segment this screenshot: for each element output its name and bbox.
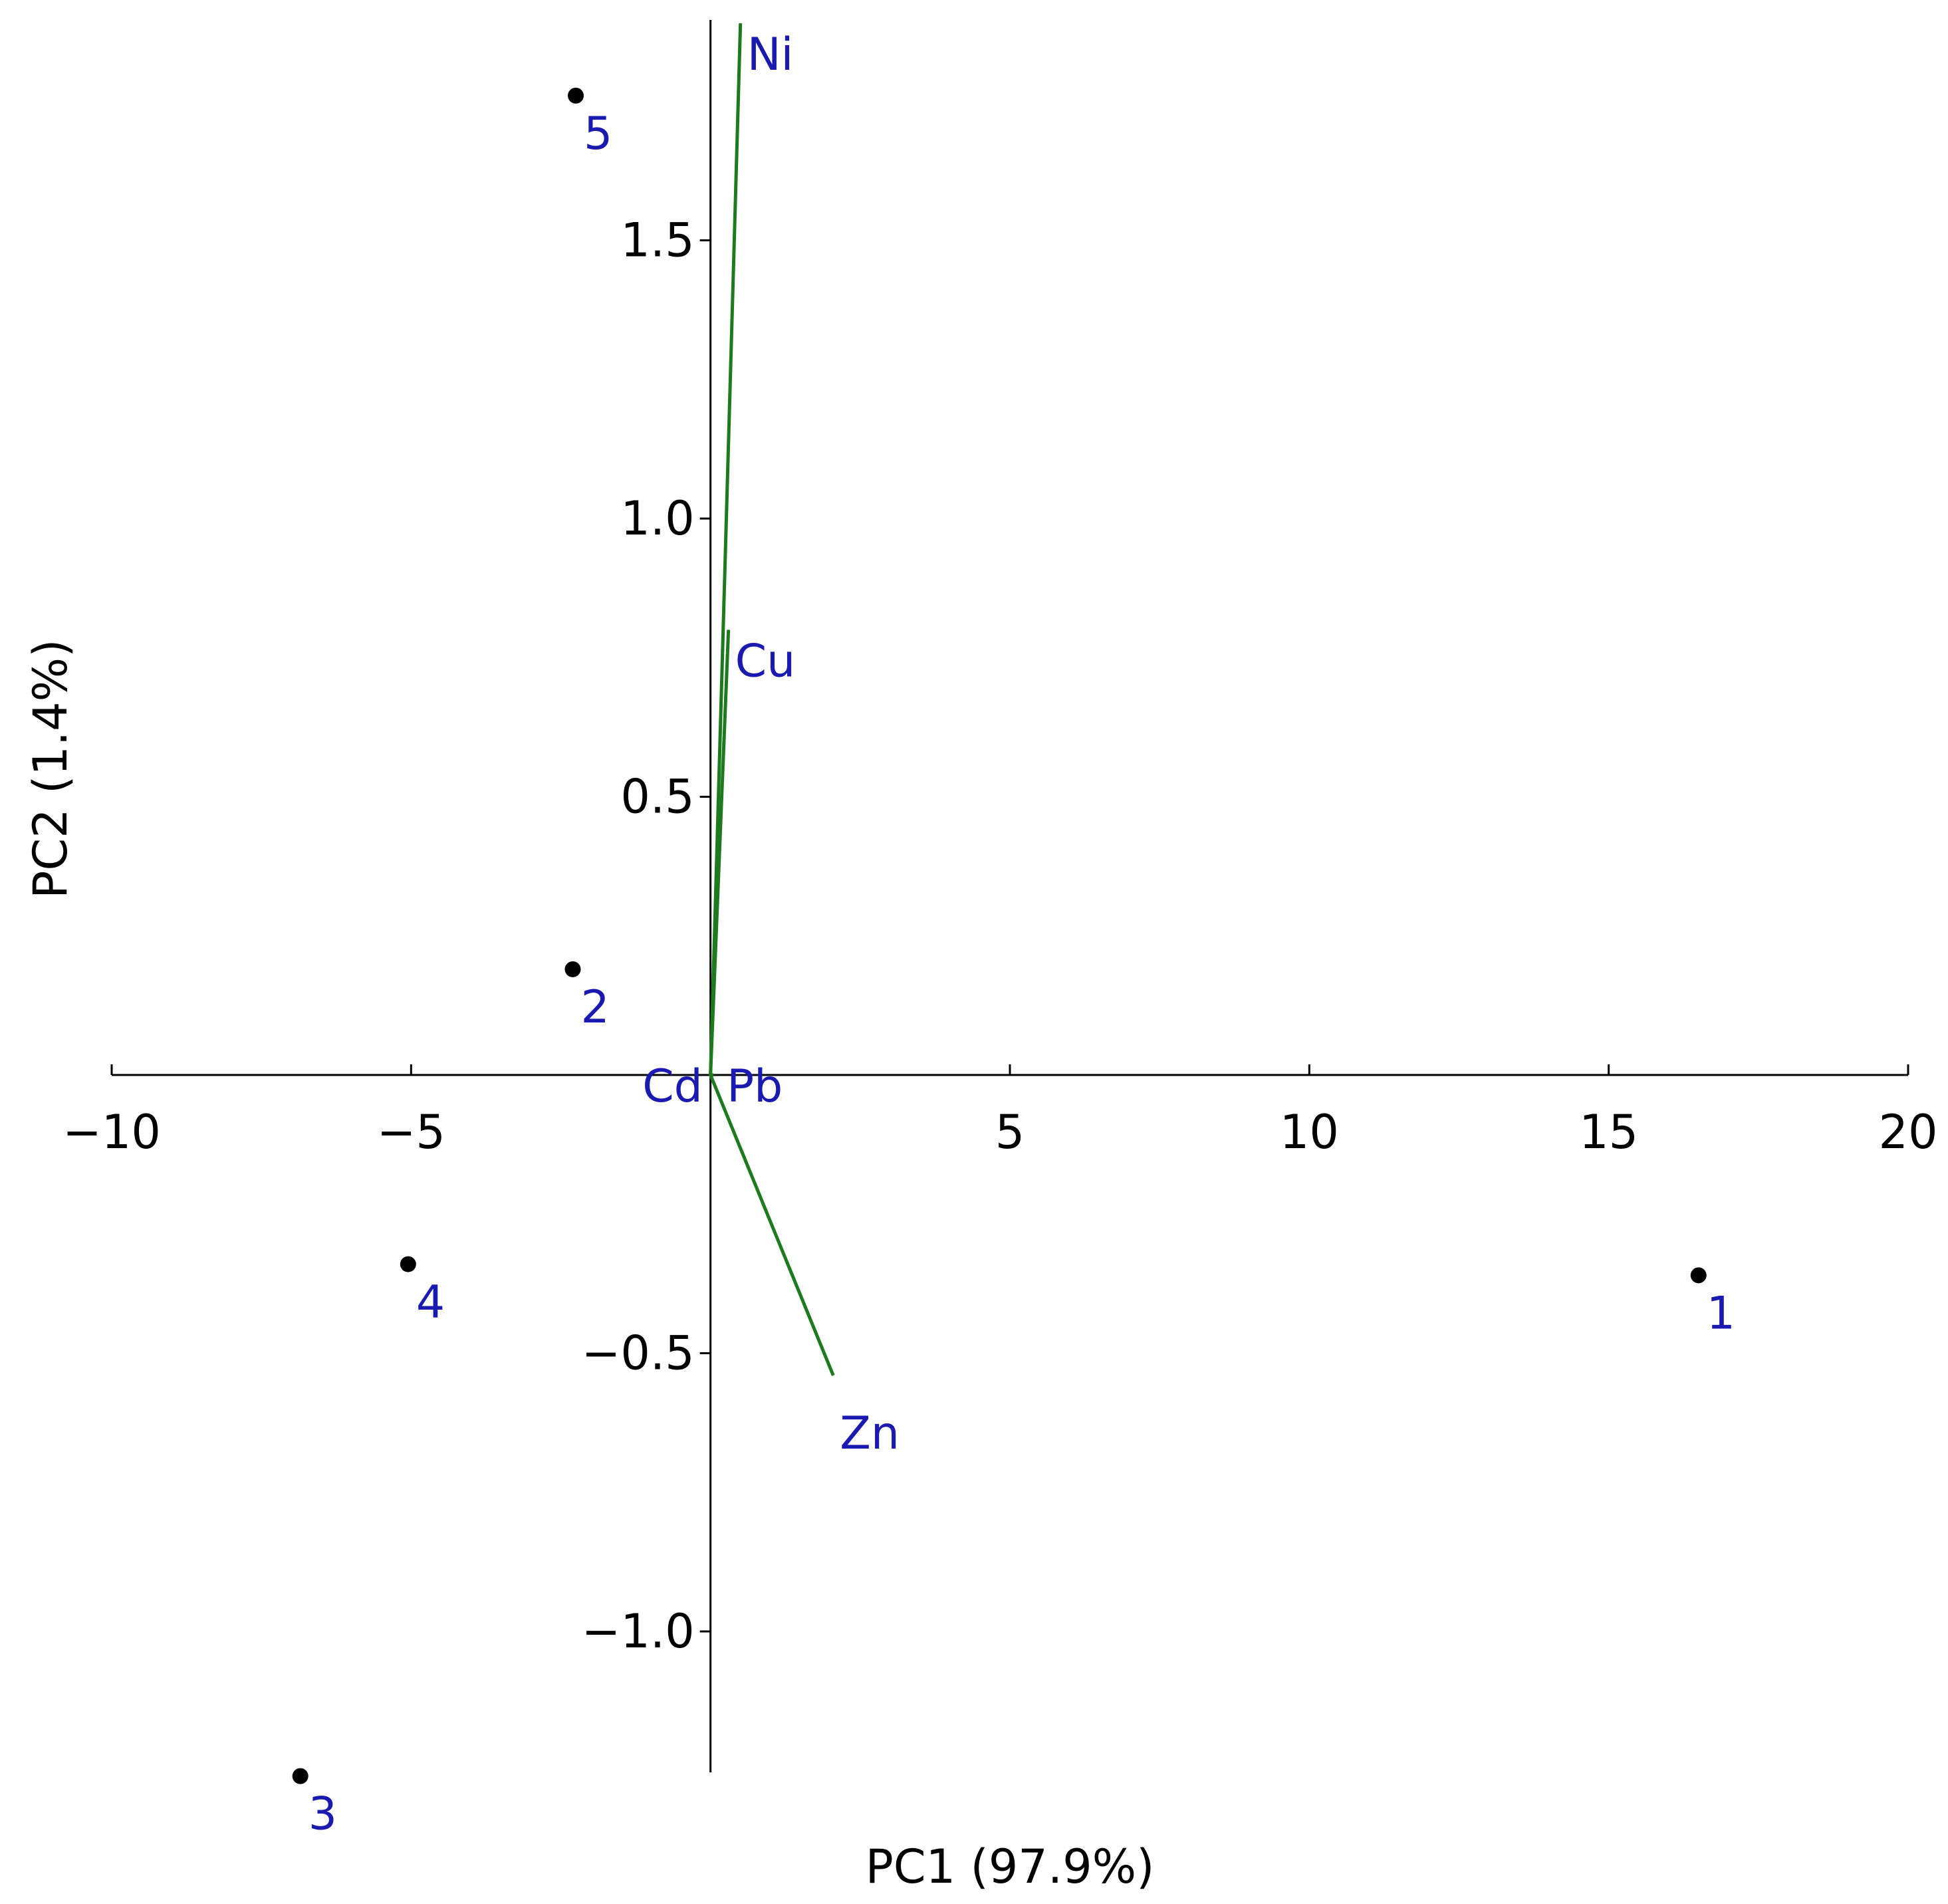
x-tick-label: 15 bbox=[1579, 1105, 1638, 1159]
y-tick-label: 1.5 bbox=[620, 213, 694, 268]
loading-label-cu: Cu bbox=[735, 635, 796, 687]
score-points: 1 2 3 4 5 bbox=[292, 87, 1735, 1841]
x-tick-label: −10 bbox=[62, 1105, 161, 1159]
loading-label-ni: Ni bbox=[747, 29, 794, 81]
x-tick-label: 5 bbox=[995, 1105, 1025, 1159]
axes bbox=[112, 20, 1908, 1772]
score-point-2 bbox=[564, 961, 581, 977]
x-tick-label: 10 bbox=[1280, 1105, 1339, 1159]
loading-label-cd: Cd bbox=[642, 1060, 703, 1113]
x-tick-label: 20 bbox=[1878, 1105, 1937, 1159]
loading-label-zn: Zn bbox=[840, 1407, 900, 1460]
score-label-3: 3 bbox=[308, 1788, 337, 1841]
score-point-5 bbox=[568, 87, 584, 104]
score-point-4 bbox=[400, 1256, 416, 1272]
y-tick-label: −1.0 bbox=[582, 1604, 695, 1659]
y-axis-title: PC2 (1.4%) bbox=[23, 639, 78, 898]
loading-vectors: Ni Cu Zn Cd Pb bbox=[642, 23, 900, 1460]
loading-vector-ni bbox=[709, 23, 743, 1076]
score-point-1 bbox=[1690, 1267, 1707, 1284]
loading-vector-zn bbox=[709, 1074, 835, 1376]
x-axis-title: PC1 (97.9%) bbox=[866, 1840, 1155, 1894]
score-label-2: 2 bbox=[581, 981, 610, 1034]
score-label-1: 1 bbox=[1707, 1287, 1735, 1340]
ticks: −10 −5 5 10 15 20 −1.0 −0.5 0.5 1.0 1.5 bbox=[62, 213, 1937, 1659]
score-label-4: 4 bbox=[416, 1276, 445, 1329]
score-label-5: 5 bbox=[584, 108, 612, 160]
score-point-3 bbox=[292, 1768, 308, 1784]
x-tick-label: −5 bbox=[377, 1105, 445, 1159]
y-tick-label: −0.5 bbox=[582, 1326, 695, 1381]
y-tick-label: 0.5 bbox=[620, 770, 694, 824]
loading-vector-cu bbox=[709, 630, 731, 1076]
y-tick-label: 1.0 bbox=[620, 491, 694, 546]
loading-label-pb: Pb bbox=[727, 1060, 783, 1113]
